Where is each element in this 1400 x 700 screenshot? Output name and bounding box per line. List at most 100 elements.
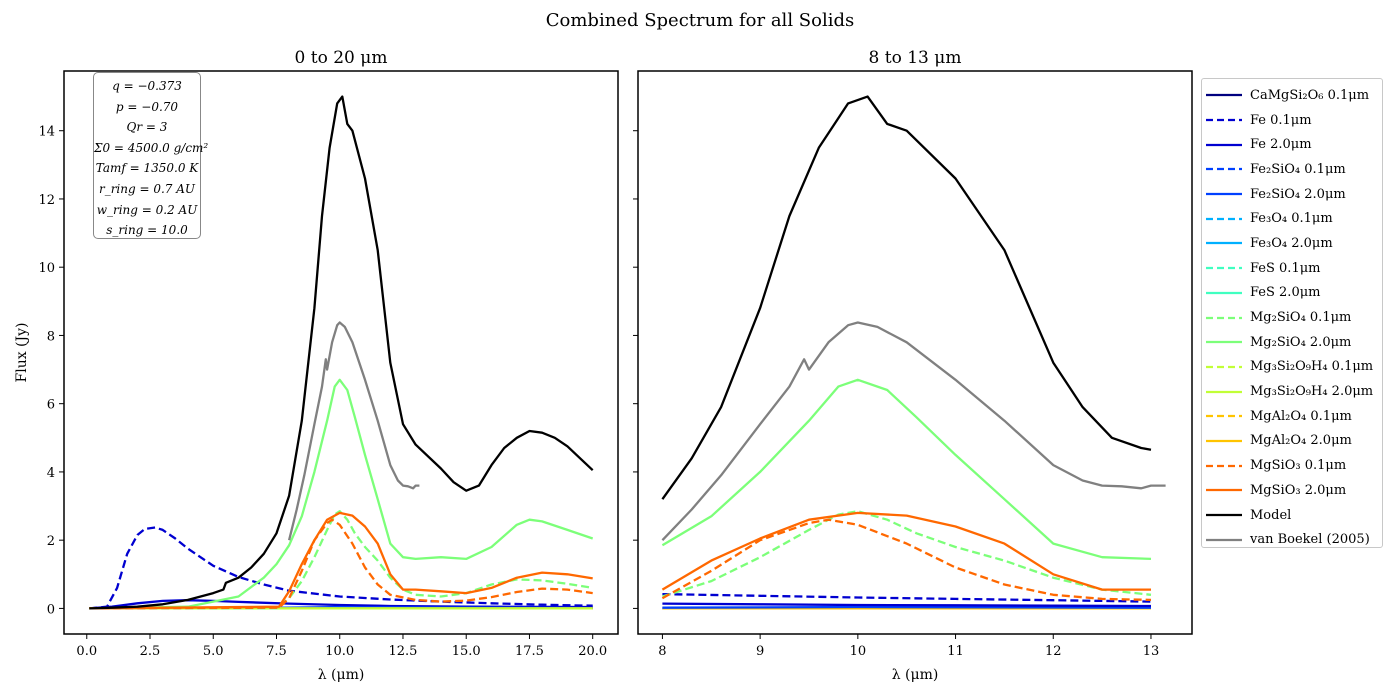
series-line-van-boekel-2005 [661,321,1166,541]
series-line-mgsio-2-0-m [89,511,593,610]
legend-item: Mg₂SiO₄ 2.0μm [1202,330,1382,355]
parameter-line: Qr = 3 [126,120,168,135]
legend-swatch [1206,538,1242,541]
x-tick-label: 12.5 [389,644,418,659]
x-tick-label: 5.0 [203,644,224,659]
legend-label: Fe₃O₄ 2.0μm [1250,235,1333,251]
y-axis-label: Flux (Jy) [14,323,30,383]
legend-swatch [1206,316,1242,319]
x-tick-label: 15.0 [452,644,481,659]
chart-title: 8 to 13 μm [869,48,962,68]
x-tick-label: 10.0 [325,644,354,659]
legend-item: Fe₂SiO₄ 0.1μm [1202,157,1382,182]
x-tick-label: 17.5 [515,644,544,659]
series-line-mg-sio-2-0-m [89,378,594,610]
legend-swatch [1206,415,1242,418]
x-tick-label: 20.0 [578,644,607,659]
legend-swatch [1206,143,1242,146]
series-line-van-boekel-2005 [287,321,420,541]
x-tick-label: 0.0 [76,644,97,659]
plot-frame [637,70,1193,635]
legend-item: Fe 0.1μm [1202,108,1382,133]
parameter-line: w_ring = 0.2 AU [96,202,198,217]
legend-swatch [1206,267,1242,270]
legend-label: FeS 2.0μm [1250,285,1321,301]
legend-label: Mg₃Si₂O₉H₄ 0.1μm [1250,359,1374,375]
legend-label: Model [1250,507,1292,523]
series-line-mgsio-0-1-m [661,518,1152,602]
legend-label: Fe 0.1μm [1250,112,1312,128]
x-tick-label: 8 [658,644,666,659]
parameter-line: r_ring = 0.7 AU [98,181,196,196]
series-line-mg-sio-0-1-m [662,510,1152,598]
x-axis-label: λ (μm) [318,667,365,683]
legend-label: FeS 0.1μm [1250,260,1321,276]
y-tick-label: 0 [47,602,55,617]
parameter-line: s_ring = 10.0 [106,223,188,238]
chart-suptitle: Combined Spectrum for all Solids [545,10,855,31]
parameter-line: q = −0.373 [112,79,182,93]
chart-title: 0 to 20 μm [295,48,388,68]
legend-swatch [1206,242,1242,245]
y-tick-label: 6 [47,398,55,413]
legend-swatch [1206,341,1242,344]
x-axis-label: λ (μm) [892,667,939,683]
legend-item: Model [1202,503,1382,528]
legend-label: MgAl₂O₄ 0.1μm [1250,408,1352,424]
legend-swatch [1206,94,1242,97]
legend-swatch [1206,439,1242,443]
series-line-model [661,95,1152,500]
legend-label: MgSiO₃ 2.0μm [1250,482,1347,498]
legend-label: MgAl₂O₄ 2.0μm [1250,433,1352,449]
legend-item: MgSiO₃ 0.1μm [1202,453,1382,478]
plot-frame [63,70,619,635]
series-line-fe-2-0-m [662,602,1152,608]
x-tick-label: 11 [947,644,964,659]
legend-label: Fe₂SiO₄ 0.1μm [1250,161,1346,177]
legend-item: Fe₃O₄ 0.1μm [1202,206,1382,231]
legend-swatch [1206,291,1242,294]
legend-item: Mg₂SiO₄ 0.1μm [1202,305,1382,330]
y-tick-label: 14 [38,125,55,140]
legend-item: Fe 2.0μm [1202,132,1382,157]
series-line-fe-2-0-m [89,599,593,610]
legend-swatch [1206,365,1242,369]
parameter-line: Tamf = 1350.0 K [95,161,199,176]
legend-item: van Boekel (2005) [1202,527,1382,552]
series-line-mg-sio-2-0-m [661,378,1152,561]
y-tick-label: 2 [47,534,55,549]
legend-swatch [1206,217,1242,220]
legend-swatch [1206,192,1242,196]
legend-item: FeS 2.0μm [1202,281,1382,306]
y-tick-label: 4 [47,466,55,481]
series-line-model [89,95,594,610]
series-line-mgsio-0-1-m [89,518,593,610]
legend-swatch [1206,118,1242,122]
legend-label: Mg₂SiO₄ 0.1μm [1250,310,1352,326]
legend-label: Fe 2.0μm [1250,137,1312,153]
series-line-fe-sio-2-0-m [662,605,1152,609]
series-line-mgsio-2-0-m [661,511,1151,591]
legend-item: MgAl₂O₄ 0.1μm [1202,404,1382,429]
legend-item: Mg₃Si₂O₉H₄ 0.1μm [1202,355,1382,380]
y-tick-label: 12 [38,193,55,208]
legend-label: Fe₃O₄ 0.1μm [1250,211,1333,227]
legend-item: MgSiO₃ 2.0μm [1202,478,1382,503]
x-tick-label: 12 [1045,644,1062,659]
legend-swatch [1206,464,1242,467]
x-tick-label: 13 [1143,644,1160,659]
y-tick-label: 10 [38,261,55,276]
series-line-fe-0-1-m [89,526,593,610]
legend-swatch [1206,168,1242,171]
legend-swatch [1206,513,1242,517]
y-tick-label: 8 [47,329,55,344]
legend: CaMgSi₂O₆ 0.1μm Fe 0.1μm Fe 2.0μm Fe₂SiO₄ 0… [1201,78,1383,548]
legend-label: Mg₂SiO₄ 2.0μm [1250,334,1352,350]
legend-label: Fe₂SiO₄ 2.0μm [1250,186,1346,202]
legend-item: Fe₂SiO₄ 2.0μm [1202,182,1382,207]
legend-swatch [1206,390,1242,393]
x-tick-label: 9 [756,644,764,659]
x-tick-label: 7.5 [266,644,287,659]
